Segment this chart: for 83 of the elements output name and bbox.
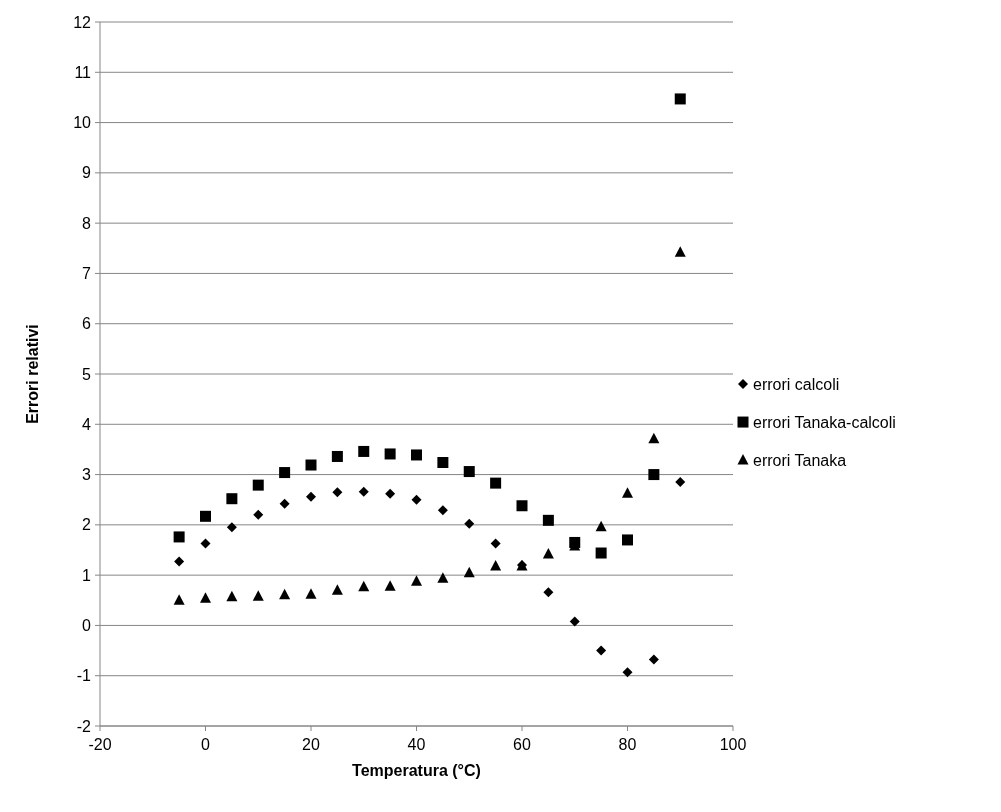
x-axis-title: Temperatura (°C) xyxy=(352,762,481,779)
y-tick-label: 8 xyxy=(82,214,92,232)
x-tick-label: 100 xyxy=(719,736,747,753)
point xyxy=(675,477,686,488)
point xyxy=(411,494,422,505)
y-tick-label: 7 xyxy=(82,265,92,283)
point xyxy=(279,498,290,509)
x-tick-label: 0 xyxy=(201,736,211,753)
point xyxy=(595,520,607,532)
point xyxy=(305,459,317,471)
point xyxy=(674,246,686,257)
point xyxy=(226,522,237,533)
point xyxy=(306,491,316,502)
legend-label: errori Tanaka xyxy=(753,451,847,469)
point xyxy=(542,548,554,559)
point xyxy=(648,469,660,481)
y-tick-label: 11 xyxy=(74,63,92,81)
x-tick-label: 20 xyxy=(302,736,320,753)
point xyxy=(490,477,502,489)
point xyxy=(385,488,396,499)
point xyxy=(464,518,475,529)
point xyxy=(622,534,633,546)
point xyxy=(174,556,185,567)
point xyxy=(253,509,264,520)
point xyxy=(648,432,660,444)
point xyxy=(252,479,264,491)
point xyxy=(305,588,317,599)
point xyxy=(200,592,211,603)
point xyxy=(252,590,264,601)
point xyxy=(173,594,185,605)
x-tick-label: 40 xyxy=(407,736,426,753)
y-tick-label: 10 xyxy=(73,114,92,132)
y-tick-label: 0 xyxy=(82,617,92,635)
point xyxy=(569,616,580,627)
point xyxy=(411,575,422,586)
y-tick-label: -2 xyxy=(76,717,92,735)
point xyxy=(200,510,211,522)
y-tick-label: 1 xyxy=(82,566,92,584)
point xyxy=(543,587,554,598)
point xyxy=(331,584,343,595)
point xyxy=(542,514,554,526)
point xyxy=(411,449,422,461)
point xyxy=(622,667,633,678)
legend-label: errori calcoli xyxy=(753,375,840,393)
y-tick-label: 3 xyxy=(82,466,92,484)
y-tick-label: 2 xyxy=(82,516,92,534)
point xyxy=(332,487,343,498)
y-tick-label: 4 xyxy=(82,415,92,433)
point xyxy=(490,538,501,549)
y-axis-title: Errori relativi xyxy=(24,324,41,424)
y-tick-label: -1 xyxy=(76,667,92,685)
y-tick-label: 9 xyxy=(82,164,92,182)
point xyxy=(437,572,449,583)
x-tick-label: 80 xyxy=(618,736,637,753)
legend-label: errori Tanaka-calcoli xyxy=(753,413,896,431)
point xyxy=(463,466,475,478)
point xyxy=(279,467,291,479)
x-tick-label: -20 xyxy=(88,736,112,753)
point xyxy=(595,547,607,559)
point xyxy=(596,645,607,656)
x-tick-label: 60 xyxy=(513,736,531,753)
point xyxy=(437,457,449,468)
point xyxy=(226,590,238,602)
point xyxy=(622,487,633,498)
point xyxy=(279,588,291,600)
y-tick-label: 5 xyxy=(82,365,92,383)
point xyxy=(358,445,370,457)
y-tick-label: 6 xyxy=(82,315,92,333)
point xyxy=(331,450,343,462)
point xyxy=(463,566,475,578)
point xyxy=(173,531,185,543)
point xyxy=(490,560,502,571)
point xyxy=(384,580,396,591)
y-tick-label: 12 xyxy=(73,13,92,31)
point xyxy=(358,486,369,497)
point xyxy=(226,493,238,505)
point xyxy=(516,500,528,512)
point xyxy=(358,580,370,592)
point xyxy=(437,505,448,516)
point xyxy=(200,538,211,549)
point xyxy=(384,448,396,460)
point xyxy=(648,654,659,665)
point xyxy=(674,93,686,105)
